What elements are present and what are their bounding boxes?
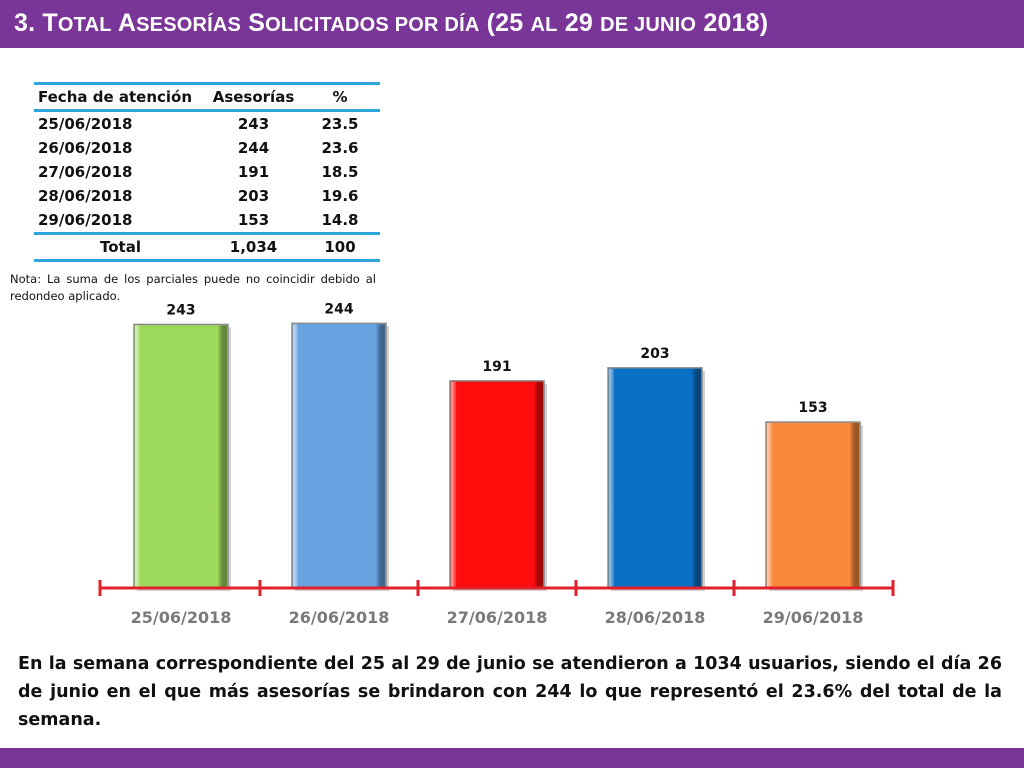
- data-label: 243: [166, 302, 195, 318]
- summary-text: En la semana correspondiente del 25 al 2…: [18, 654, 1002, 730]
- x-tick-label: 26/06/2018: [289, 608, 390, 627]
- percent-cell: 18.5: [321, 163, 359, 181]
- percent-cell: 14.8: [321, 211, 359, 229]
- x-tick-label: 27/06/2018: [447, 608, 548, 627]
- slide-title: 3. TOTAL ASESORÍAS SOLICITADOS POR DÍA (…: [14, 9, 769, 37]
- data-label: 203: [640, 346, 669, 362]
- bar-shade: [135, 325, 227, 587]
- x-tick-label: 29/06/2018: [763, 608, 864, 627]
- date-cell: 28/06/2018: [38, 187, 133, 205]
- bottom-bar: [0, 748, 1024, 768]
- data-label: 191: [482, 359, 511, 375]
- table-header-row: Fecha de atención Asesorías %: [34, 83, 380, 111]
- x-tick-label: 28/06/2018: [605, 608, 706, 627]
- date-cell: 26/06/2018: [38, 139, 133, 157]
- table-row: 29/06/2018 153 14.8: [34, 208, 380, 234]
- total-percent: 100: [324, 238, 356, 256]
- bar-shade: [451, 381, 543, 587]
- table-total-row: Total 1,034 100: [34, 233, 380, 261]
- table-note: Nota: La suma de los parciales puede no …: [10, 272, 376, 303]
- column-header: Fecha de atención: [38, 88, 193, 106]
- x-tick-label: 25/06/2018: [131, 608, 232, 627]
- column-header: %: [332, 88, 348, 106]
- data-label: 244: [324, 301, 353, 317]
- column-header: Asesorías: [212, 88, 295, 106]
- date-cell: 29/06/2018: [38, 211, 133, 229]
- date-cell: 27/06/2018: [38, 163, 133, 181]
- count-cell: 244: [237, 139, 270, 157]
- bar-shade: [767, 423, 859, 587]
- total-count: 1,034: [229, 238, 278, 256]
- total-label: Total: [100, 238, 141, 256]
- count-cell: 243: [237, 115, 270, 133]
- table-row: 28/06/2018 203 19.6: [34, 184, 380, 208]
- table-row: 25/06/2018 243 23.5: [34, 111, 380, 137]
- percent-cell: 19.6: [321, 187, 359, 205]
- percent-cell: 23.6: [321, 139, 359, 157]
- count-cell: 203: [237, 187, 270, 205]
- data-table: Fecha de atención Asesorías % 25/06/2018…: [34, 82, 380, 262]
- count-cell: 191: [237, 163, 270, 181]
- table-row: 27/06/2018 191 18.5: [34, 160, 380, 184]
- data-label: 153: [798, 400, 827, 416]
- bar-shade: [609, 368, 701, 587]
- title-bar: 3. TOTAL ASESORÍAS SOLICITADOS POR DÍA (…: [0, 0, 1024, 48]
- bar-shade: [293, 324, 385, 587]
- date-cell: 25/06/2018: [38, 115, 133, 133]
- percent-cell: 23.5: [321, 115, 359, 133]
- table-row: 26/06/2018 244 23.6: [34, 136, 380, 160]
- count-cell: 153: [237, 211, 270, 229]
